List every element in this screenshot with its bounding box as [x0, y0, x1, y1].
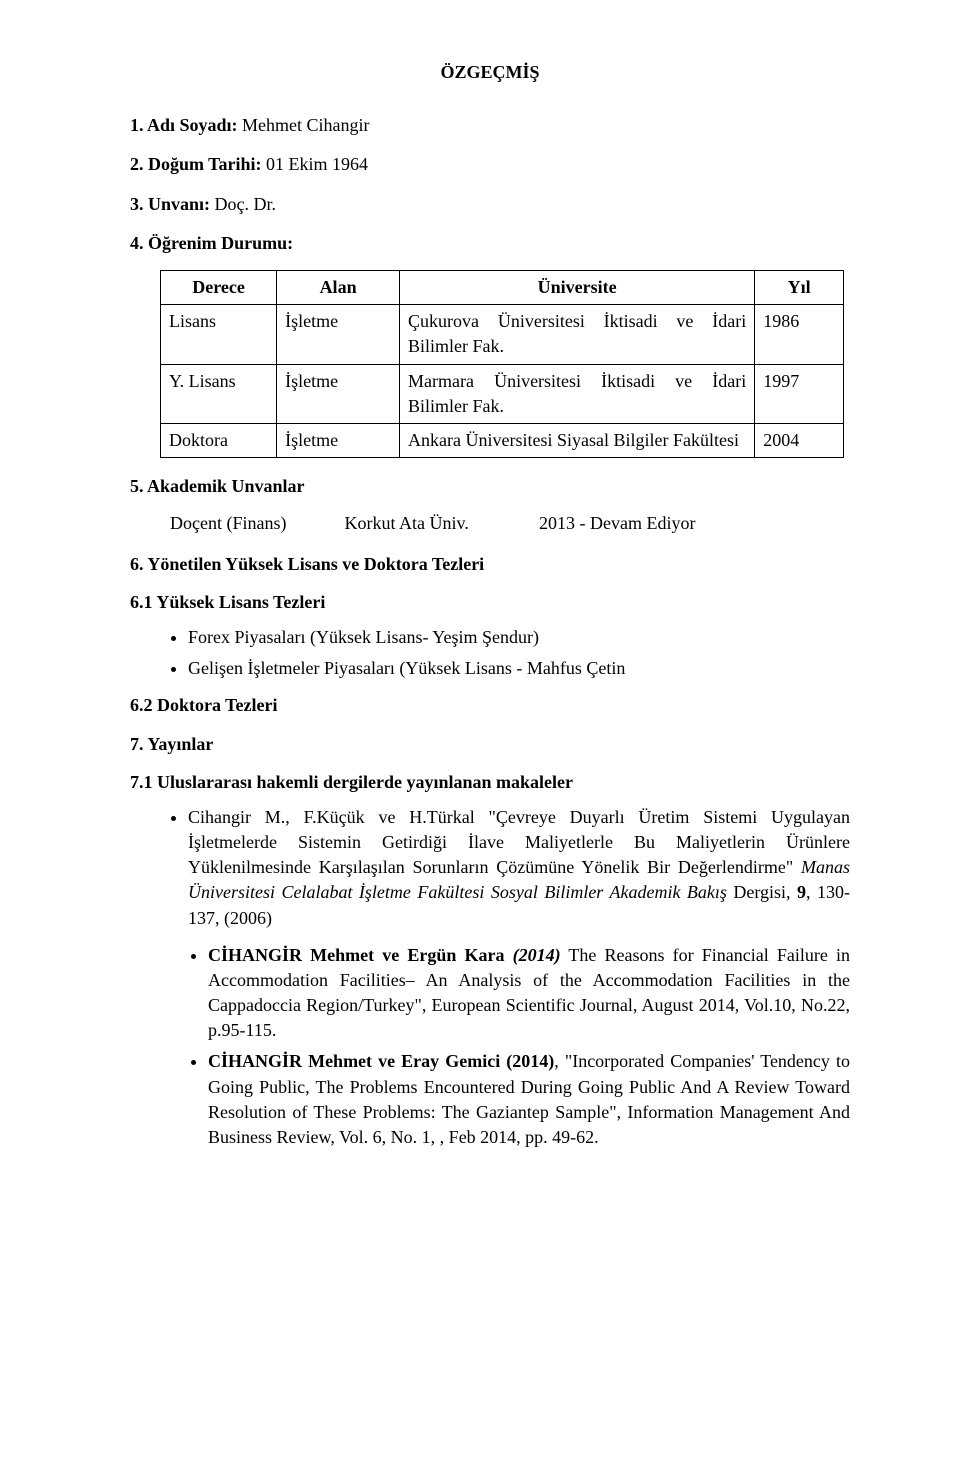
doc-title: ÖZGEÇMİŞ: [130, 60, 850, 85]
td-area: İşletme: [277, 364, 400, 423]
name-label: 1. Adı Soyadı:: [130, 115, 242, 135]
name-row: 1. Adı Soyadı: Mehmet Cihangir: [130, 113, 850, 138]
td-year: 1986: [755, 305, 844, 364]
section6-sub2: 6.2 Doktora Tezleri: [130, 693, 850, 718]
td-area: İşletme: [277, 423, 400, 457]
td-year: 1997: [755, 364, 844, 423]
pub1-vol: 9: [797, 882, 806, 902]
section6-sub1: 6.1 Yüksek Lisans Tezleri: [130, 590, 850, 615]
birth-value: 01 Ekim 1964: [266, 154, 368, 174]
pub1-text2: Dergisi,: [733, 882, 797, 902]
academic-rank-title: Doçent (Finans): [170, 511, 340, 536]
td-degree: Doktora: [161, 423, 277, 457]
section7-heading: 7. Yayınlar: [130, 732, 850, 757]
section7-sub1: 7.1 Uluslararası hakemli dergilerde yayı…: [130, 770, 850, 795]
name-value: Mehmet Cihangir: [242, 115, 369, 135]
table-header-row: Derece Alan Üniversite Yıl: [161, 270, 844, 304]
publications-list-a: Cihangir M., F.Küçük ve H.Türkal "Çevrey…: [188, 805, 850, 931]
td-year: 2004: [755, 423, 844, 457]
td-university: Marmara Üniversitesi İktisadi ve İdari B…: [400, 364, 755, 423]
table-row: Y. Lisans İşletme Marmara Üniversitesi İ…: [161, 364, 844, 423]
section6-heading: 6. Yönetilen Yüksek Lisans ve Doktora Te…: [130, 552, 850, 577]
edu-label: 4. Öğrenim Durumu:: [130, 233, 293, 253]
td-university: Çukurova Üniversitesi İktisadi ve İdari …: [400, 305, 755, 364]
td-degree: Lisans: [161, 305, 277, 364]
th-area: Alan: [277, 270, 400, 304]
section5-heading: 5. Akademik Unvanlar: [130, 474, 850, 499]
academic-rank-line: Doçent (Finans) Korkut Ata Üniv. 2013 - …: [170, 511, 850, 536]
publication-item: CİHANGİR Mehmet ve Eray Gemici (2014), "…: [208, 1049, 850, 1150]
title-row: 3. Unvanı: Doç. Dr.: [130, 192, 850, 217]
td-area: İşletme: [277, 305, 400, 364]
academic-rank-period: 2013 - Devam Ediyor: [539, 511, 695, 536]
thesis-list: Forex Piyasaları (Yüksek Lisans- Yeşim Ş…: [188, 625, 850, 681]
academic-title-label: 3. Unvanı:: [130, 194, 215, 214]
pub2-authors: CİHANGİR Mehmet ve Ergün Kara: [208, 945, 513, 965]
td-university: Ankara Üniversitesi Siyasal Bilgiler Fak…: [400, 423, 755, 457]
birth-label: 2. Doğum Tarihi:: [130, 154, 266, 174]
education-table: Derece Alan Üniversite Yıl Lisans İşletm…: [160, 270, 844, 458]
publication-item: Cihangir M., F.Küçük ve H.Türkal "Çevrey…: [188, 805, 850, 931]
list-item: Forex Piyasaları (Yüksek Lisans- Yeşim Ş…: [188, 625, 850, 650]
birth-row: 2. Doğum Tarihi: 01 Ekim 1964: [130, 152, 850, 177]
publications-list-b: CİHANGİR Mehmet ve Ergün Kara (2014) The…: [208, 943, 850, 1151]
academic-title-value: Doç. Dr.: [215, 194, 277, 214]
edu-row: 4. Öğrenim Durumu:: [130, 231, 850, 256]
table-row: Lisans İşletme Çukurova Üniversitesi İkt…: [161, 305, 844, 364]
th-year: Yıl: [755, 270, 844, 304]
pub2-year: (2014): [513, 945, 561, 965]
academic-rank-uni: Korkut Ata Üniv.: [345, 511, 535, 536]
th-degree: Derece: [161, 270, 277, 304]
list-item: Gelişen İşletmeler Piyasaları (Yüksek Li…: [188, 656, 850, 681]
publication-item: CİHANGİR Mehmet ve Ergün Kara (2014) The…: [208, 943, 850, 1044]
th-university: Üniversite: [400, 270, 755, 304]
pub1-text: Cihangir M., F.Küçük ve H.Türkal "Çevrey…: [188, 807, 850, 877]
td-degree: Y. Lisans: [161, 364, 277, 423]
table-row: Doktora İşletme Ankara Üniversitesi Siya…: [161, 423, 844, 457]
pub3-authors: CİHANGİR Mehmet ve Eray Gemici (2014): [208, 1051, 554, 1071]
